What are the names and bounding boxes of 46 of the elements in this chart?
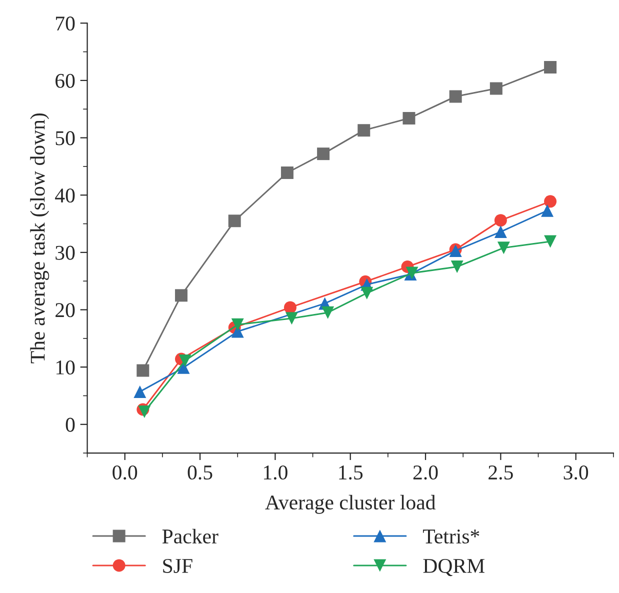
point (178, 354, 192, 368)
point (402, 112, 416, 125)
point (231, 318, 244, 331)
point (317, 148, 330, 160)
point (490, 82, 502, 95)
point (284, 301, 296, 314)
point (494, 214, 507, 227)
x-tick-label: 1.0 (264, 465, 288, 480)
legend-label: Packer (162, 528, 218, 544)
point (174, 289, 188, 302)
point (497, 242, 510, 254)
x-tick-label: 0.5 (188, 465, 212, 480)
legend-label: Tetris* (423, 530, 480, 544)
point (228, 214, 241, 228)
point (322, 306, 334, 319)
point (280, 166, 294, 179)
x-tick-label: 0.0 (112, 465, 138, 480)
point (494, 226, 507, 238)
point (544, 235, 557, 248)
x-axis-title: Average cluster load (265, 494, 436, 514)
y-tick-label: 20 (56, 303, 75, 318)
x-tick-label: 1.5 (339, 466, 363, 480)
point (136, 364, 150, 377)
x-tick-label: 2.5 (488, 466, 513, 480)
legend-label: SJF (163, 558, 192, 573)
x-tick-label: 2.0 (413, 465, 438, 480)
y-axis-title: The average task (slow down) (30, 113, 50, 364)
point (544, 61, 557, 74)
y-tick-label: 60 (56, 74, 75, 88)
point (285, 312, 298, 325)
point (541, 204, 554, 217)
point (138, 406, 151, 418)
y-tick-label: 70 (56, 16, 75, 31)
x-tick-label: 3.0 (564, 465, 588, 480)
point (360, 286, 374, 300)
y-tick-label: 10 (56, 360, 75, 374)
y-tick-label: 50 (56, 131, 75, 146)
y-tick-label: 40 (55, 188, 75, 203)
point (134, 385, 146, 398)
y-tick-label: 0 (66, 418, 75, 432)
y-tick-label: 30 (56, 246, 75, 260)
point (358, 124, 370, 137)
point (544, 195, 557, 208)
point (450, 260, 464, 273)
legend-label: DQRM (423, 558, 485, 576)
point (449, 90, 462, 103)
